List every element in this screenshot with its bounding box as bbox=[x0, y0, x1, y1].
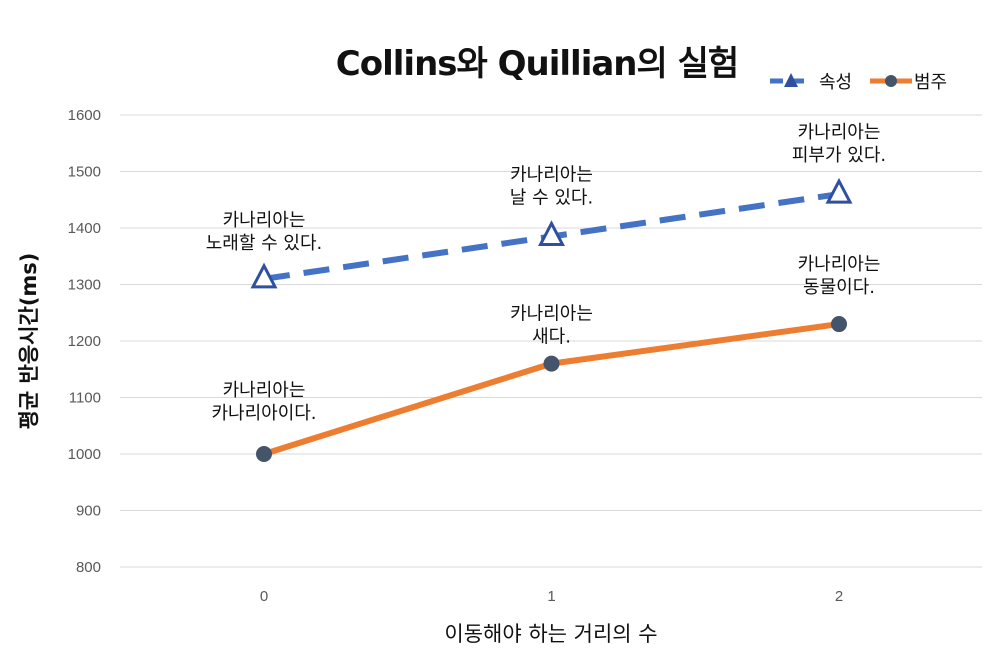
y-axis-ticks: 800 900 1000 1100 1200 1300 1400 1500 1600 bbox=[68, 107, 101, 576]
data-annotation: 카나리아는 bbox=[798, 254, 881, 275]
data-point-marker-triangle bbox=[250, 262, 278, 289]
legend-marker-triangle bbox=[784, 73, 798, 87]
legend-item-attribute: 속성 bbox=[770, 72, 852, 93]
legend-label-attribute: 속성 bbox=[819, 72, 852, 93]
data-annotation: 카나리아이다. bbox=[211, 403, 316, 424]
data-point-marker-circle bbox=[256, 446, 272, 462]
legend-label-category: 범주 bbox=[914, 72, 947, 93]
y-tick-label: 900 bbox=[76, 503, 101, 520]
y-axis-label: 평균 반응시간(ms) bbox=[17, 253, 41, 430]
data-annotation: 새다. bbox=[532, 327, 571, 348]
data-annotation: 동물이다. bbox=[803, 277, 875, 298]
y-tick-label: 1600 bbox=[68, 107, 101, 124]
x-tick-label: 1 bbox=[547, 588, 555, 605]
x-axis-ticks: 0 1 2 bbox=[260, 588, 843, 605]
x-axis-label: 이동해야 하는 거리의 수 bbox=[444, 622, 657, 646]
data-point-marker-circle bbox=[543, 355, 560, 372]
series-layer bbox=[250, 177, 853, 462]
x-tick-label: 2 bbox=[835, 588, 843, 605]
data-annotation: 카나리아는 bbox=[223, 380, 306, 401]
data-point-marker-triangle bbox=[538, 220, 565, 246]
data-annotation: 카나리아는 bbox=[223, 210, 306, 231]
chart-title: Collins와 Quillian의 실험 bbox=[336, 44, 738, 84]
data-point-marker-triangle bbox=[825, 177, 853, 204]
data-annotation: 카나리아는 bbox=[510, 304, 593, 325]
data-annotation: 피부가 있다. bbox=[792, 145, 886, 166]
y-tick-label: 1100 bbox=[69, 390, 101, 407]
legend-item-category: 범주 bbox=[870, 72, 947, 93]
data-annotation: 카나리아는 bbox=[510, 164, 593, 185]
legend: 속성 범주 bbox=[770, 72, 947, 93]
y-tick-label: 1400 bbox=[68, 220, 101, 237]
y-tick-label: 1000 bbox=[68, 446, 101, 463]
data-annotation: 노래할 수 있다. bbox=[206, 233, 323, 254]
legend-marker-circle bbox=[885, 75, 897, 87]
y-tick-label: 800 bbox=[76, 559, 101, 576]
data-point-marker-circle bbox=[831, 316, 847, 333]
data-annotation: 날 수 있다. bbox=[510, 187, 593, 208]
x-tick-label: 0 bbox=[260, 588, 268, 605]
y-tick-label: 1200 bbox=[68, 333, 101, 350]
y-tick-label: 1300 bbox=[68, 277, 101, 294]
data-annotation: 카나리아는 bbox=[798, 122, 881, 143]
y-tick-label: 1500 bbox=[68, 164, 101, 181]
